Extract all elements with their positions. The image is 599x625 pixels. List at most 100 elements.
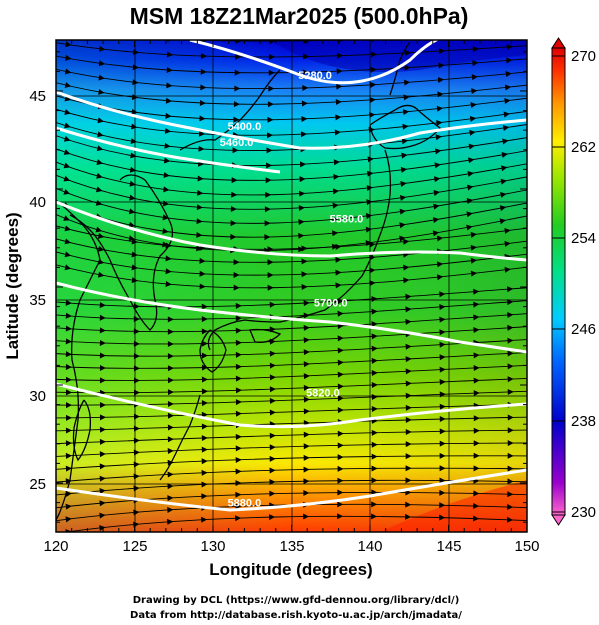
streamline-arrow bbox=[99, 314, 106, 321]
streamline-arrow bbox=[269, 362, 276, 369]
streamline-arrow bbox=[303, 349, 310, 356]
streamline-arrow bbox=[439, 428, 446, 435]
streamline-arrow bbox=[301, 271, 308, 278]
colorbar-label: 238 bbox=[571, 413, 596, 430]
streamline-arrow bbox=[439, 502, 446, 509]
streamline-arrow bbox=[99, 451, 106, 458]
streamline-arrow bbox=[399, 208, 407, 215]
colorbar-label: 230 bbox=[571, 504, 596, 521]
streamline-arrow bbox=[405, 318, 412, 325]
streamline-arrow bbox=[439, 403, 446, 410]
streamline-arrow bbox=[99, 45, 106, 52]
streamline-arrow bbox=[64, 82, 72, 88]
streamline-arrow bbox=[337, 477, 344, 484]
streamline-arrow bbox=[99, 377, 106, 384]
streamline-arrow bbox=[332, 202, 339, 209]
streamline-arrow bbox=[432, 217, 440, 224]
streamline-arrow bbox=[234, 69, 241, 76]
streamline-arrow bbox=[400, 166, 408, 173]
streamline-arrow bbox=[405, 501, 412, 508]
x-axis-label: Longitude (degrees) bbox=[209, 560, 372, 579]
cold-patch bbox=[270, 40, 527, 72]
streamline-arrow bbox=[167, 377, 174, 384]
streamline-arrow bbox=[507, 312, 514, 319]
streamline-arrow bbox=[65, 478, 72, 485]
streamline-arrow bbox=[371, 296, 378, 303]
streamline-arrow bbox=[167, 518, 174, 525]
contour-label: 5700.0 bbox=[314, 298, 348, 310]
streamline-arrow bbox=[99, 500, 106, 507]
streamline-arrow bbox=[97, 271, 105, 278]
contour-5880 bbox=[56, 468, 527, 512]
streamline-arrow bbox=[266, 147, 273, 154]
streamline-arrow bbox=[506, 57, 513, 64]
streamline-arrow bbox=[439, 489, 446, 496]
streamline-arrow bbox=[335, 269, 342, 276]
streamline-arrow bbox=[335, 243, 342, 250]
streamline-arrow bbox=[230, 206, 237, 213]
streamline-arrow bbox=[399, 194, 407, 201]
streamline-arrow bbox=[437, 274, 444, 281]
streamline-arrow bbox=[65, 414, 72, 421]
streamline-arrow bbox=[196, 231, 203, 238]
streamline-arrow bbox=[235, 468, 242, 475]
streamline-arrow bbox=[98, 74, 105, 81]
streamline-arrow bbox=[197, 189, 204, 196]
streamline-arrow bbox=[371, 382, 378, 389]
streamline-arrow bbox=[439, 33, 445, 39]
streamline-arrow bbox=[405, 306, 412, 313]
streamline-arrow bbox=[470, 257, 478, 264]
streamline-arrow bbox=[99, 339, 106, 346]
streamline-arrow bbox=[439, 304, 446, 310]
streamline-arrow bbox=[64, 225, 72, 232]
streamline bbox=[56, 82, 527, 105]
streamline-arrow bbox=[200, 84, 207, 91]
streamline-arrow bbox=[371, 477, 378, 484]
streamline-arrow bbox=[332, 230, 339, 237]
y-tick-label: 30 bbox=[29, 388, 46, 405]
streamline bbox=[56, 251, 527, 276]
frame-ticks bbox=[55, 40, 528, 532]
streamline-arrow bbox=[65, 529, 72, 532]
streamline-arrow bbox=[371, 501, 378, 508]
streamline-arrow bbox=[402, 109, 410, 116]
contour-5580 bbox=[56, 200, 527, 262]
colorbar-max-arrow bbox=[551, 37, 566, 49]
streamline-arrow bbox=[99, 31, 106, 38]
streamline-arrow bbox=[507, 337, 514, 344]
streamline-arrow bbox=[201, 458, 208, 465]
streamline bbox=[56, 174, 527, 210]
streamline-arrow bbox=[433, 176, 441, 183]
streamline-arrow bbox=[128, 221, 136, 228]
streamline-arrow bbox=[467, 171, 474, 177]
streamline-arrow bbox=[437, 77, 445, 84]
coastline-manchuria bbox=[179, 69, 281, 151]
streamline-arrow bbox=[434, 162, 441, 169]
streamline-arrow bbox=[439, 465, 446, 472]
streamline-arrow bbox=[199, 115, 206, 122]
streamline-arrow bbox=[337, 52, 344, 59]
streamline-arrow bbox=[403, 238, 410, 245]
streamline-arrow bbox=[128, 208, 136, 215]
colorbar: 270 262 254 246 238 230 bbox=[551, 37, 596, 526]
streamline-arrow bbox=[99, 327, 106, 334]
streamline-arrow bbox=[167, 448, 174, 455]
x-tick-label: 145 bbox=[436, 538, 461, 555]
streamline-arrow bbox=[65, 402, 72, 409]
streamline-arrow bbox=[64, 68, 72, 75]
streamline bbox=[56, 238, 527, 263]
streamline-arrow bbox=[269, 455, 276, 462]
streamline-arrow bbox=[99, 512, 106, 519]
y-tick-label: 40 bbox=[29, 194, 46, 211]
streamline-arrow bbox=[369, 241, 376, 248]
streamline-arrow bbox=[471, 74, 478, 81]
streamline-arrow bbox=[469, 129, 476, 136]
streamline-arrow bbox=[65, 440, 72, 447]
streamline-arrow bbox=[267, 272, 274, 279]
streamline-arrow bbox=[507, 465, 514, 472]
streamline-arrow bbox=[473, 288, 480, 295]
streamline-arrow bbox=[336, 83, 343, 90]
streamline-arrow bbox=[298, 204, 305, 211]
streamline-arrow bbox=[201, 352, 208, 359]
streamline-arrow bbox=[133, 353, 140, 360]
